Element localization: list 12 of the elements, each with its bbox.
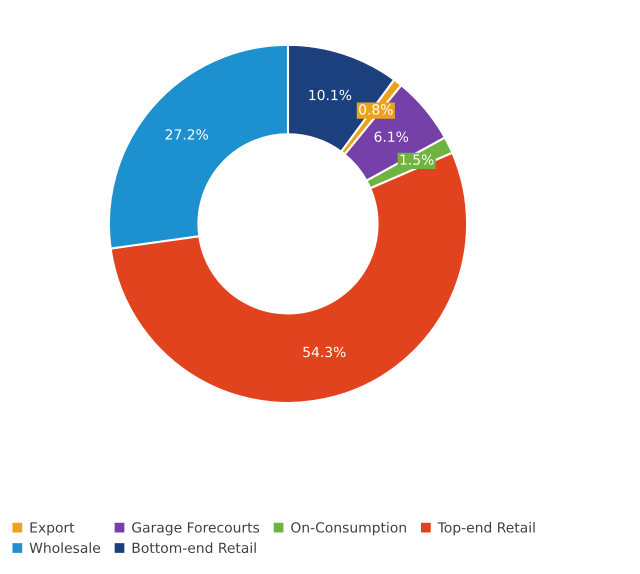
legend-label: On-Consumption [291, 522, 406, 536]
legend-label: Garage Forecourts [132, 522, 260, 536]
legend-label: Top-end Retail [438, 522, 535, 536]
data-label: 54.3% [303, 346, 346, 358]
data-label: 1.5% [400, 154, 434, 165]
data-label: 27.2% [166, 129, 208, 140]
legend-label: Bottom-end Retail [132, 542, 256, 554]
legend-label: Export [30, 522, 74, 536]
data-label: 0.8% [359, 104, 393, 115]
data-label: 6.1% [374, 131, 408, 142]
data-label: 10.1% [309, 90, 352, 100]
legend-label: Wholesale [30, 542, 100, 554]
